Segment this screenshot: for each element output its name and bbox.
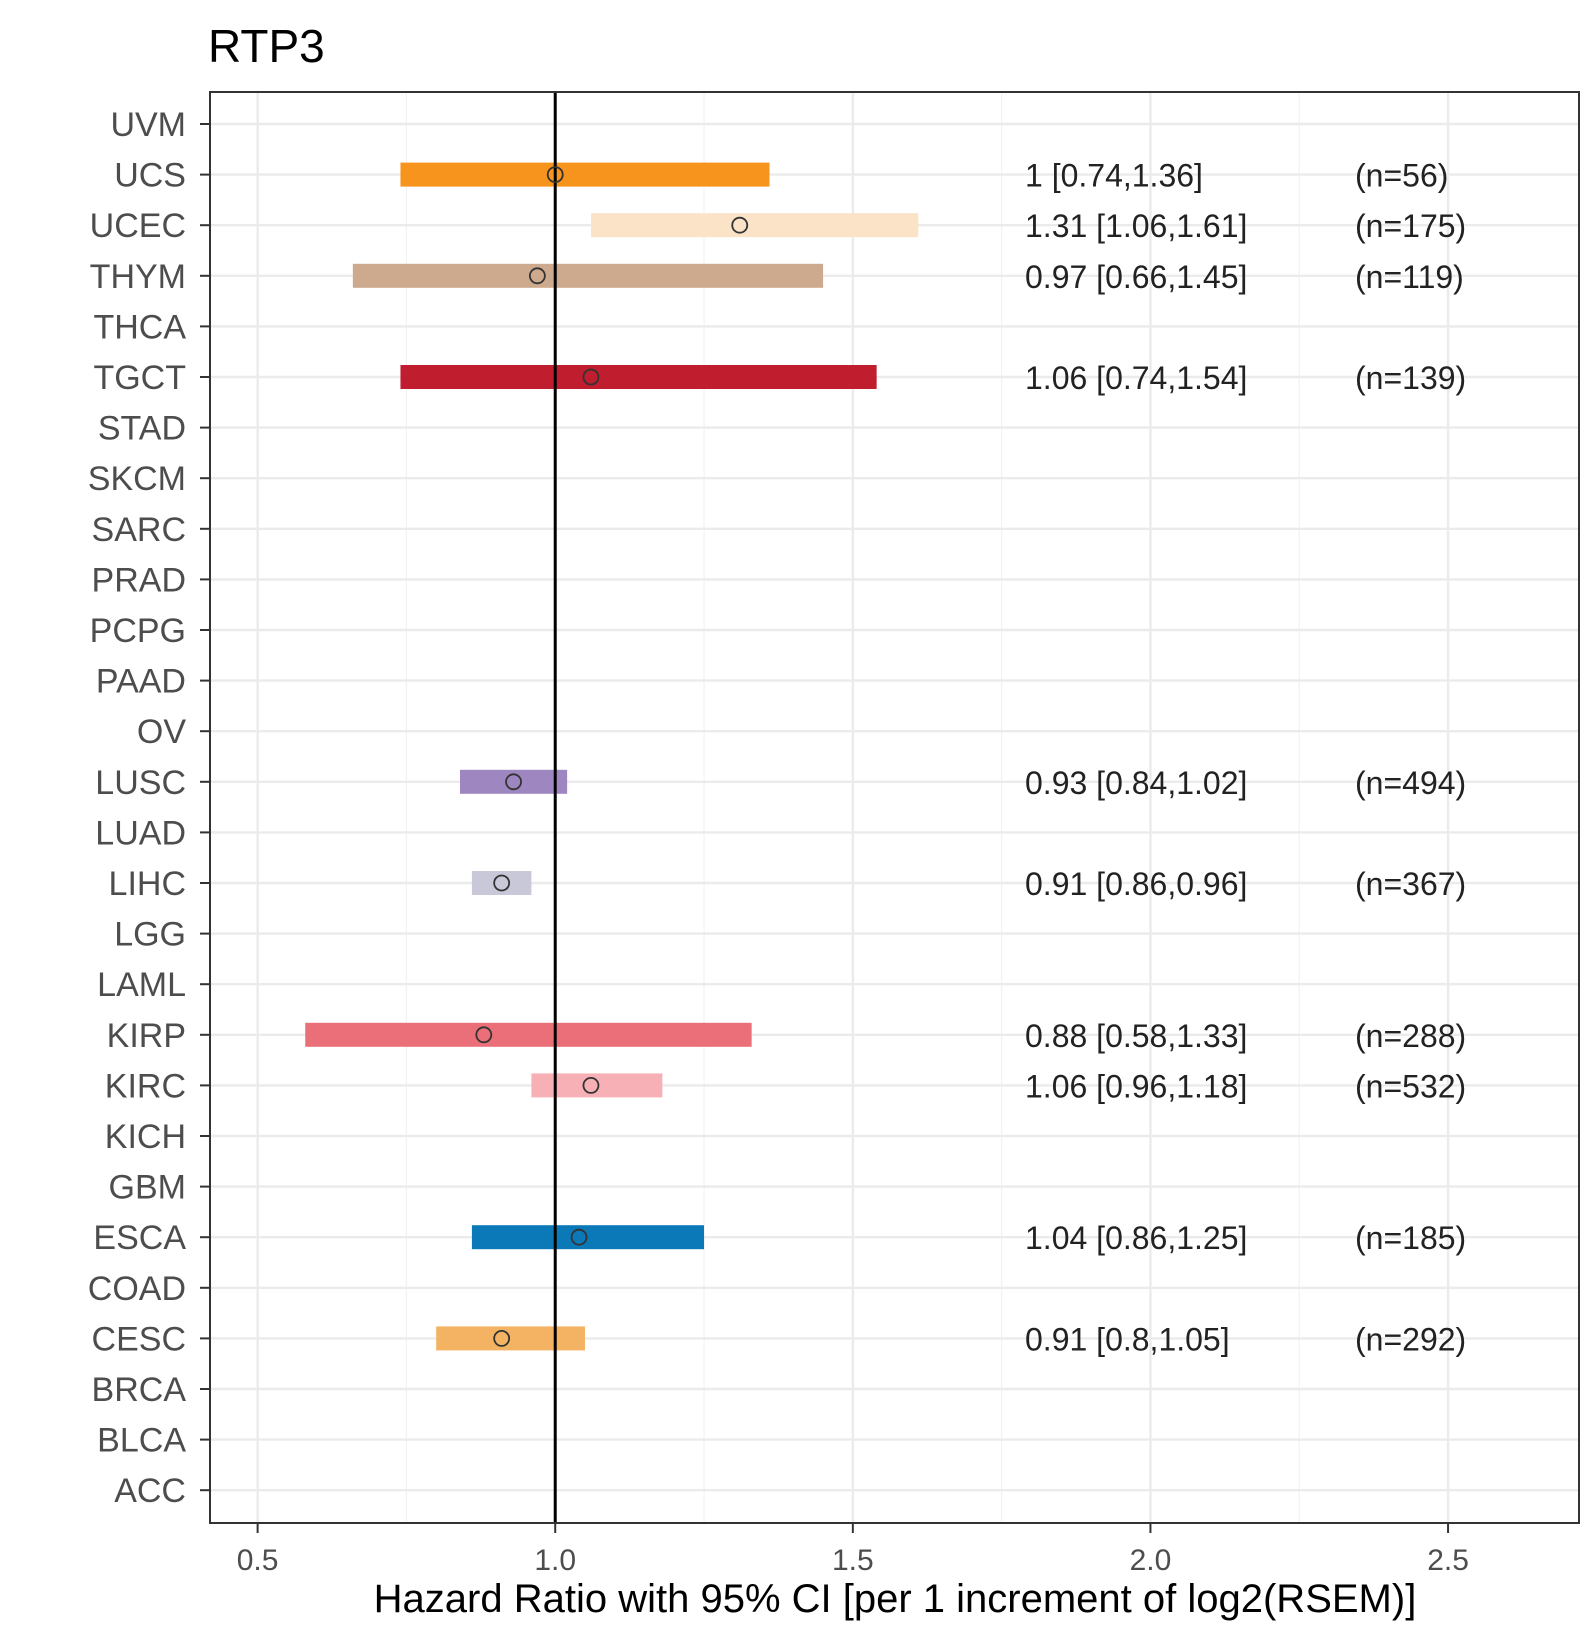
ci-bar-ucs xyxy=(400,162,770,187)
x-tick-label: 1.5 xyxy=(832,1544,874,1577)
hr-label-lihc: 0.91 [0.86,0.96] xyxy=(1025,866,1247,902)
hr-label-tgct: 1.06 [0.74,1.54] xyxy=(1025,360,1247,396)
ci-bar-kirp xyxy=(305,1022,752,1047)
ci-bar-lihc xyxy=(471,871,532,895)
y-tick-label-laml: LAML xyxy=(97,966,186,1004)
y-tick-label-blca: BLCA xyxy=(97,1422,186,1460)
y-tick-label-thym: THYM xyxy=(90,258,186,296)
y-tick-label-pcpg: PCPG xyxy=(90,612,186,650)
y-tick-label-cesc: CESC xyxy=(92,1320,186,1358)
hr-point-esca xyxy=(570,1228,588,1246)
x-tick-label: 1.0 xyxy=(534,1544,576,1577)
n-label-kirp: (n=288) xyxy=(1355,1018,1466,1054)
y-tick-label-coad: COAD xyxy=(88,1270,186,1308)
y-tick-label-kirp: KIRP xyxy=(107,1017,186,1055)
n-label-cesc: (n=292) xyxy=(1355,1321,1466,1357)
x-axis-title: Hazard Ratio with 95% CI [per 1 incremen… xyxy=(374,1577,1417,1621)
ci-bar-esca xyxy=(471,1225,705,1250)
y-tick-label-lusc: LUSC xyxy=(95,764,186,802)
hr-label-kirc: 1.06 [0.96,1.18] xyxy=(1025,1068,1247,1104)
ci-bar-kirc xyxy=(531,1073,663,1098)
y-tick-label-paad: PAAD xyxy=(96,663,186,701)
n-label-thym: (n=119) xyxy=(1355,259,1464,295)
ci-bar-thym xyxy=(352,263,824,288)
panel-border xyxy=(209,91,1580,1524)
horizontal-gridlines xyxy=(210,122,1579,1492)
hr-point-lihc xyxy=(493,874,511,892)
n-label-ucs: (n=56) xyxy=(1355,158,1448,194)
hr-label-ucs: 1 [0.74,1.36] xyxy=(1025,158,1203,194)
hr-points xyxy=(475,166,749,1347)
hr-label-esca: 1.04 [0.86,1.25] xyxy=(1025,1220,1247,1256)
y-tick-label-ucs: UCS xyxy=(114,157,186,195)
y-tick-label-brca: BRCA xyxy=(92,1371,187,1409)
n-label-lihc: (n=367) xyxy=(1355,866,1466,902)
y-tick-label-esca: ESCA xyxy=(93,1219,186,1257)
hr-point-thym xyxy=(528,267,546,285)
hr-label-ucec: 1.31 [1.06,1.61] xyxy=(1025,208,1247,244)
ci-bar-ucec xyxy=(590,213,919,238)
hr-point-kirp xyxy=(475,1026,493,1044)
n-label-esca: (n=185) xyxy=(1355,1220,1466,1256)
ci-bar-lusc xyxy=(459,769,568,794)
x-tick-label: 2.5 xyxy=(1427,1544,1469,1577)
hr-label-cesc: 0.91 [0.8,1.05] xyxy=(1025,1321,1230,1357)
annotations: 1 [0.74,1.36] (n=56) 1.31 [1.06,1.61] (n=17… xyxy=(1025,158,1466,1358)
y-tick-label-ov: OV xyxy=(137,713,186,751)
y-tick-label-kirc: KIRC xyxy=(105,1067,186,1105)
hr-point-ucec xyxy=(731,216,749,234)
y-tick-label-acc: ACC xyxy=(114,1472,186,1510)
y-axis: UVM UCS UCEC THYM THCA TGCT STAD SKCM SARC PRAD PC… xyxy=(88,106,210,1510)
n-label-ucec: (n=175) xyxy=(1355,208,1466,244)
ci-bar-tgct xyxy=(400,365,877,389)
y-tick-label-kich: KICH xyxy=(105,1118,186,1156)
y-tick-label-lgg: LGG xyxy=(114,916,186,954)
x-axis: 0.5 1.0 1.5 2.0 2.5 xyxy=(237,1523,1469,1577)
hr-point-cesc xyxy=(493,1330,511,1347)
ci-bars xyxy=(305,162,919,1351)
ci-bar-cesc xyxy=(436,1326,585,1351)
x-tick-label: 0.5 xyxy=(237,1544,279,1577)
y-tick-label-stad: STAD xyxy=(98,410,186,448)
y-tick-label-uvm: UVM xyxy=(110,106,186,144)
y-tick-label-ucec: UCEC xyxy=(90,207,186,245)
y-tick-label-skcm: SKCM xyxy=(88,460,186,498)
x-tick-label: 2.0 xyxy=(1130,1544,1172,1577)
hr-label-thym: 0.97 [0.66,1.45] xyxy=(1025,259,1247,295)
y-tick-label-sarc: SARC xyxy=(92,511,186,549)
hr-point-kirc xyxy=(582,1077,600,1094)
y-tick-label-gbm: GBM xyxy=(109,1169,186,1207)
y-tick-label-tgct: TGCT xyxy=(93,359,186,397)
hr-point-lusc xyxy=(505,773,522,791)
y-tick-label-prad: PRAD xyxy=(92,561,186,599)
hr-point-ucs xyxy=(546,166,564,184)
n-label-kirc: (n=532) xyxy=(1355,1068,1466,1104)
hr-label-lusc: 0.93 [0.84,1.02] xyxy=(1025,765,1247,801)
y-tick-label-thca: THCA xyxy=(93,308,186,346)
y-tick-label-luad: LUAD xyxy=(95,814,186,852)
n-label-lusc: (n=494) xyxy=(1355,765,1466,801)
y-tick-label-lihc: LIHC xyxy=(109,865,186,903)
hr-label-kirp: 0.88 [0.58,1.33] xyxy=(1025,1018,1247,1054)
hr-point-tgct xyxy=(582,368,600,386)
chart-title: RTP3 xyxy=(208,20,325,72)
plot-panel xyxy=(210,92,1579,1523)
n-label-tgct: (n=139) xyxy=(1355,360,1466,396)
